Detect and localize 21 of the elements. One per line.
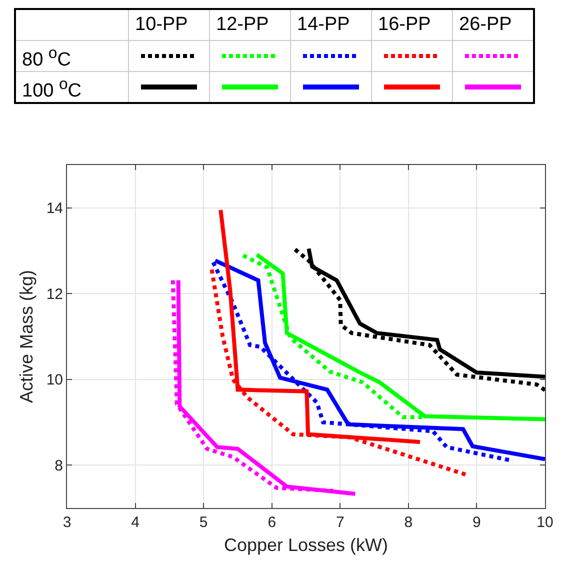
x-tick-label: 10 bbox=[536, 514, 554, 531]
x-tick-label: 8 bbox=[404, 514, 413, 531]
text: 26-PP bbox=[452, 9, 534, 40]
x-tick-label: 4 bbox=[131, 514, 140, 531]
text: 10-PP bbox=[128, 9, 210, 40]
y-axis-title: Active Mass (kg) bbox=[16, 270, 37, 404]
y-tick-label: 12 bbox=[46, 286, 63, 303]
text: 16-PP bbox=[372, 9, 452, 40]
text: 12-PP bbox=[210, 9, 290, 40]
x-tick-label: 3 bbox=[62, 514, 72, 531]
text: 14-PP bbox=[290, 9, 372, 40]
text: 80 $^{o}$C bbox=[15, 40, 128, 72]
x-axis-title: Copper Losses (kW) bbox=[224, 535, 388, 556]
text: 100 $^{o}$C bbox=[15, 72, 128, 103]
x-tick-label: 9 bbox=[472, 514, 481, 531]
y-tick-label: 8 bbox=[54, 457, 63, 474]
y-tick-label: 10 bbox=[46, 372, 63, 389]
y-tick-label: 14 bbox=[46, 200, 63, 218]
x-tick-label: 5 bbox=[199, 514, 208, 531]
x-tick-label: 7 bbox=[336, 514, 344, 531]
x-tick-label: 6 bbox=[268, 514, 276, 531]
